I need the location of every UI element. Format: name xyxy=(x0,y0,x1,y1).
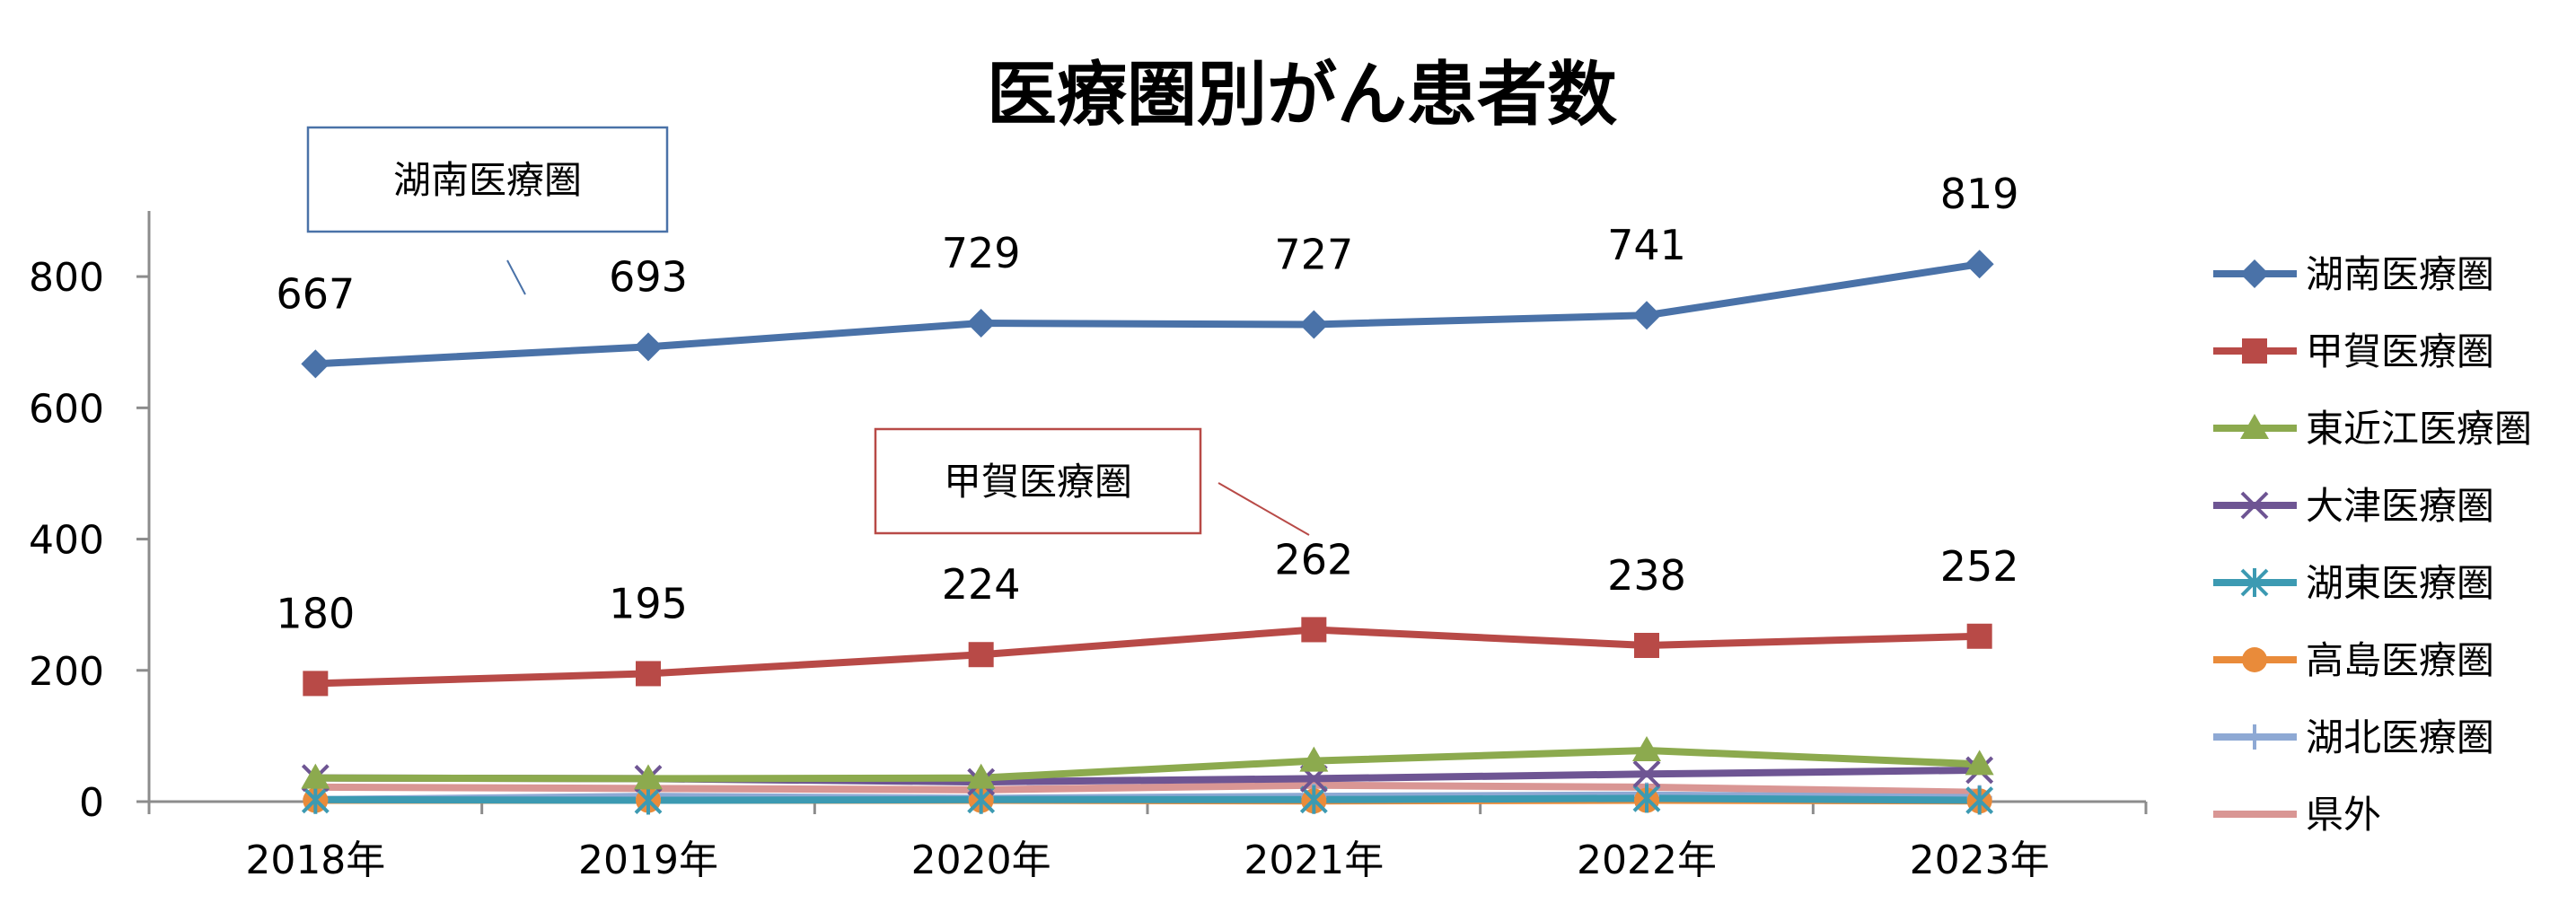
legend-swatch-marker xyxy=(2242,338,2267,364)
data-point xyxy=(1965,785,1994,815)
data-point xyxy=(1632,735,1661,761)
y-tick-label: 800 xyxy=(29,255,104,301)
callout-label: 甲賀医療圏 xyxy=(944,460,1132,504)
legend-label: 甲賀医療圏 xyxy=(2306,329,2494,373)
series-lines xyxy=(312,260,1983,805)
legend-swatch-marker xyxy=(2240,414,2269,439)
legend-label: 東近江医療圏 xyxy=(2306,407,2532,451)
legend-label: 県外 xyxy=(2306,793,2381,837)
data-point xyxy=(1299,785,1328,814)
series-markers xyxy=(301,250,1994,815)
series-line-e6b996e69db1e58cbbe79982 xyxy=(312,794,1983,804)
data-label: 252 xyxy=(1940,542,2019,591)
x-ticks: 2018年 2019年 2020年 2021年 2022年 2023年 xyxy=(147,802,2148,883)
legend-label: 湖南医療圏 xyxy=(2306,252,2494,296)
legend-swatch-marker xyxy=(2242,724,2267,750)
x-tick-label: 2023年 xyxy=(1910,838,2050,883)
x-tick-label: 2020年 xyxy=(911,838,1051,883)
x-tick-label: 2019年 xyxy=(578,838,718,883)
data-label: 224 xyxy=(942,560,1021,609)
series-line-e79c8ce5a496 xyxy=(312,781,1983,796)
data-point xyxy=(301,763,330,789)
legend-label: 湖北医療圏 xyxy=(2306,715,2494,759)
legend-label: 湖東医療圏 xyxy=(2306,561,2494,605)
data-point xyxy=(1299,746,1329,772)
data-point xyxy=(301,349,330,379)
legend-swatch-marker xyxy=(2240,259,2269,288)
data-label: 667 xyxy=(276,269,355,318)
series-line-e69db1e8bf91e6b19fe58cbb xyxy=(312,746,1983,783)
callout-box xyxy=(306,126,669,233)
series-line-e6b996e58d97e58cbbe79982 xyxy=(312,260,1983,368)
data-point xyxy=(636,661,661,687)
data-point xyxy=(1965,750,1994,776)
legend-swatch-marker xyxy=(2242,647,2267,672)
y-tick-label: 0 xyxy=(79,780,104,826)
y-tick-label: 200 xyxy=(29,649,104,695)
data-label: 180 xyxy=(276,589,355,637)
data-point xyxy=(634,785,663,815)
data-point xyxy=(1634,632,1659,658)
callout-box xyxy=(874,427,1202,535)
data-point xyxy=(1965,250,1994,279)
data-label: 195 xyxy=(609,579,688,627)
data-label: 819 xyxy=(1940,170,2019,218)
y-ticks: 0 200 400 600 800 xyxy=(29,255,149,826)
x-tick-label: 2022年 xyxy=(1577,838,1717,883)
data-label: 238 xyxy=(1607,551,1686,600)
data-point xyxy=(966,309,996,338)
data-point xyxy=(301,785,330,814)
data-point xyxy=(1966,623,1992,649)
legend-label: 高島医療圏 xyxy=(2306,638,2494,682)
chart-title: 医療圏別がん患者数 xyxy=(987,55,1617,136)
data-point xyxy=(966,763,996,789)
data-point xyxy=(1632,784,1661,813)
data-point xyxy=(1632,759,1661,788)
data-point xyxy=(1301,617,1327,643)
x-tick-label: 2021年 xyxy=(1244,838,1384,883)
callout-label: 湖南医療圏 xyxy=(393,158,582,202)
data-point xyxy=(303,671,329,697)
data-label: 741 xyxy=(1607,221,1686,269)
callout-leader-line xyxy=(1218,482,1310,536)
data-label: 693 xyxy=(609,252,688,301)
x-tick-label: 2018年 xyxy=(245,838,385,883)
y-tick-label: 400 xyxy=(29,518,104,564)
data-labels: 667 693 729 727 741 819 180 195 224 262 238 252 xyxy=(276,170,2018,637)
data-point xyxy=(634,764,663,790)
data-point xyxy=(1299,310,1329,339)
legend-swatch-marker xyxy=(2240,568,2269,597)
legend-swatch-marker xyxy=(2240,491,2269,520)
data-label: 727 xyxy=(1274,230,1353,278)
data-label: 729 xyxy=(942,229,1021,277)
data-point xyxy=(968,642,994,668)
data-point xyxy=(634,332,663,362)
series-line-e794b2e8b380e58cbbe79982 xyxy=(312,626,1983,688)
callout-leader-line xyxy=(506,259,526,295)
data-point xyxy=(1632,301,1661,330)
legend-label: 大津医療圏 xyxy=(2306,484,2494,528)
y-tick-label: 600 xyxy=(29,386,104,432)
data-label: 262 xyxy=(1274,535,1353,583)
